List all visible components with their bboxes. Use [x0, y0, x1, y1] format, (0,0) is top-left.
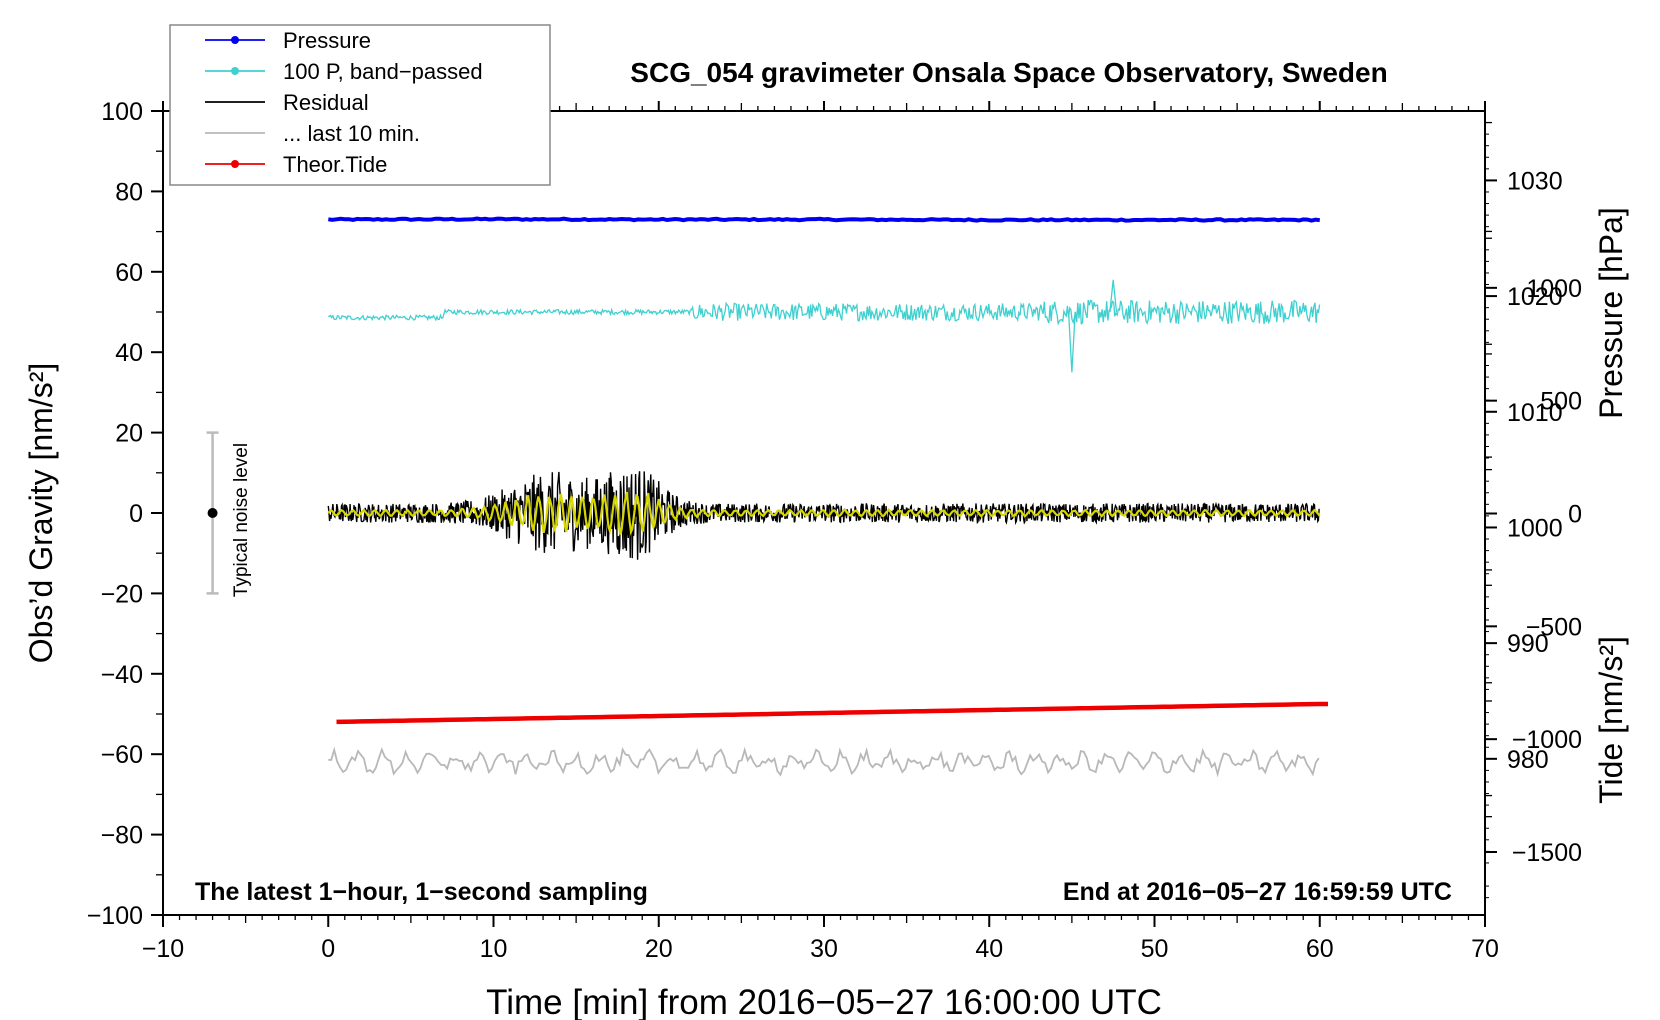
tide-tick-label: −1500: [1512, 839, 1582, 867]
legend-marker-0: [231, 36, 239, 44]
y-tick-label: 60: [115, 259, 143, 287]
x-tick-label: 40: [975, 935, 1003, 963]
y-tick-label: 0: [129, 500, 143, 528]
pressure-tick-label: 1030: [1507, 167, 1563, 195]
x-axis-label: Time [min] from 2016−05−27 16:00:00 UTC: [486, 983, 1162, 1020]
x-tick-label: 10: [480, 935, 508, 963]
legend-marker-4: [231, 160, 239, 168]
pressure-tick-label: 980: [1507, 746, 1549, 774]
pressure-tick-label: 1000: [1507, 514, 1563, 542]
series-group: [327, 216, 1328, 778]
y-tick-label: −60: [101, 741, 143, 769]
noise-level-bar: Typical noise level: [206, 431, 252, 597]
tide-axis-label: Tide [nm/s²]: [1593, 636, 1629, 804]
y-tick-label: 100: [101, 98, 143, 126]
tide-tick-label: 500: [1540, 388, 1582, 416]
noise-label: Typical noise level: [231, 443, 252, 597]
series-pressure: [328, 216, 1321, 223]
y-tick-label: 80: [115, 178, 143, 206]
series-band-passed-spike: [1067, 311, 1076, 373]
series-residual: [327, 471, 1320, 560]
x-tick-label: 50: [1141, 935, 1169, 963]
chart-title: SCG_054 gravimeter Onsala Space Observat…: [630, 57, 1387, 88]
legend-box: [169, 24, 551, 186]
x-tick-label: −10: [142, 935, 184, 963]
x-tick-label: 0: [321, 935, 335, 963]
legend-label-3: ... last 10 min.: [283, 121, 420, 146]
pressure-tick-label: 1020: [1507, 283, 1563, 311]
legend-label-2: Residual: [283, 90, 369, 115]
y-tick-label: 40: [115, 339, 143, 367]
legend-label-4: Theor.Tide: [283, 152, 387, 177]
series-band-passed: [328, 299, 1321, 326]
legend-items: Pressure 100 P, band−passed Residual ... la…: [205, 28, 483, 177]
legend-label-1: 100 P, band−passed: [283, 59, 483, 84]
y-tick-label: −40: [101, 661, 143, 689]
series-theor-tide: [336, 701, 1328, 725]
tide-tick-label: 0: [1568, 501, 1582, 529]
pressure-tick-label: 990: [1507, 630, 1549, 658]
y-tick-label: −80: [101, 822, 143, 850]
y-tick-label: −100: [87, 902, 143, 930]
x-tick-label: 70: [1471, 935, 1499, 963]
y-tick-label: 20: [115, 420, 143, 448]
x-tick-label: 30: [810, 935, 838, 963]
annotation-sampling: The latest 1−hour, 1−second sampling: [195, 878, 648, 906]
tide-tick-label: 1000: [1526, 275, 1582, 303]
x-tick-label: 20: [645, 935, 673, 963]
tide-tick-label: −1000: [1512, 726, 1582, 754]
pressure-axis-label: Pressure [hPa]: [1593, 207, 1629, 419]
axis-ticks: −10 0 10 20 30 40 50 60 70100806040200−20−40−60−…: [87, 98, 1582, 963]
y-tick-label: −20: [101, 580, 143, 608]
x-tick-label: 60: [1306, 935, 1334, 963]
legend-marker-1: [231, 67, 239, 75]
annotation-end-time: End at 2016−05−27 16:59:59 UTC: [1063, 878, 1452, 906]
tide-tick-label: −500: [1526, 613, 1582, 641]
legend: Pressure 100 P, band−passed Residual ... la…: [169, 24, 551, 186]
series-last-10-min: [328, 746, 1320, 778]
y-axis-label: Obs’d Gravity [nm/s²]: [23, 363, 59, 664]
noise-bar-center: [207, 508, 218, 518]
series-band-passed-spike: [1109, 279, 1118, 313]
series-residual-smoothed: [327, 491, 1321, 536]
legend-label-0: Pressure: [283, 28, 371, 53]
pressure-tick-label: 1010: [1507, 399, 1563, 427]
